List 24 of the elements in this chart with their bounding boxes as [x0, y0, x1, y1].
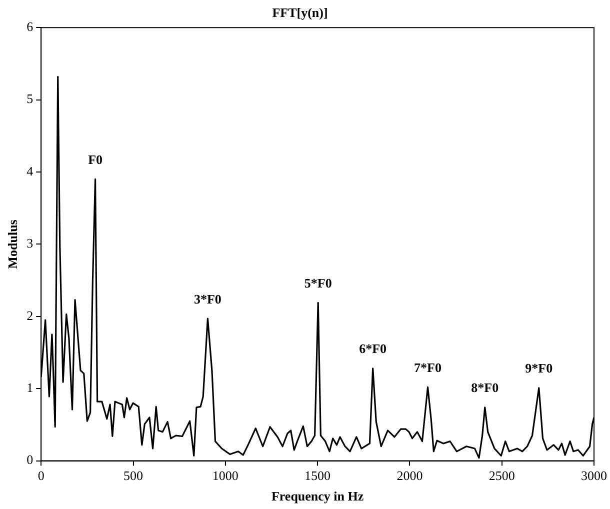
x-tick-label: 2500	[488, 468, 515, 484]
x-tick-label: 2000	[396, 468, 423, 484]
y-tick-label: 0	[26, 452, 34, 468]
x-tick-label: 0	[38, 468, 44, 484]
annotation: 8*F0	[471, 380, 499, 396]
x-axis-title: Frequency in Hz	[271, 488, 364, 504]
x-tick-label: 3000	[581, 468, 607, 484]
annotation: 5*F0	[304, 276, 332, 291]
y-axis-title: Modulus	[5, 220, 20, 269]
annotation: 9*F0	[525, 360, 553, 376]
y-tick-label: 1	[26, 380, 34, 396]
chart-title: FFT[y(n)]	[272, 5, 328, 20]
y-tick-label: 3	[26, 236, 34, 251]
annotation: 3*F0	[194, 291, 222, 306]
y-tick-label: 4	[26, 163, 34, 178]
y-tick-label: 5	[26, 91, 34, 106]
y-tick-label: 2	[26, 308, 34, 323]
y-tick-label: 6	[26, 19, 34, 34]
x-tick-label: 1000	[212, 468, 238, 484]
annotation: 6*F0	[359, 341, 387, 356]
annotation: F0	[88, 152, 103, 168]
x-tick-label: 1500	[304, 468, 331, 484]
annotation: 7*F0	[414, 360, 442, 376]
x-tick-label: 500	[124, 468, 143, 484]
